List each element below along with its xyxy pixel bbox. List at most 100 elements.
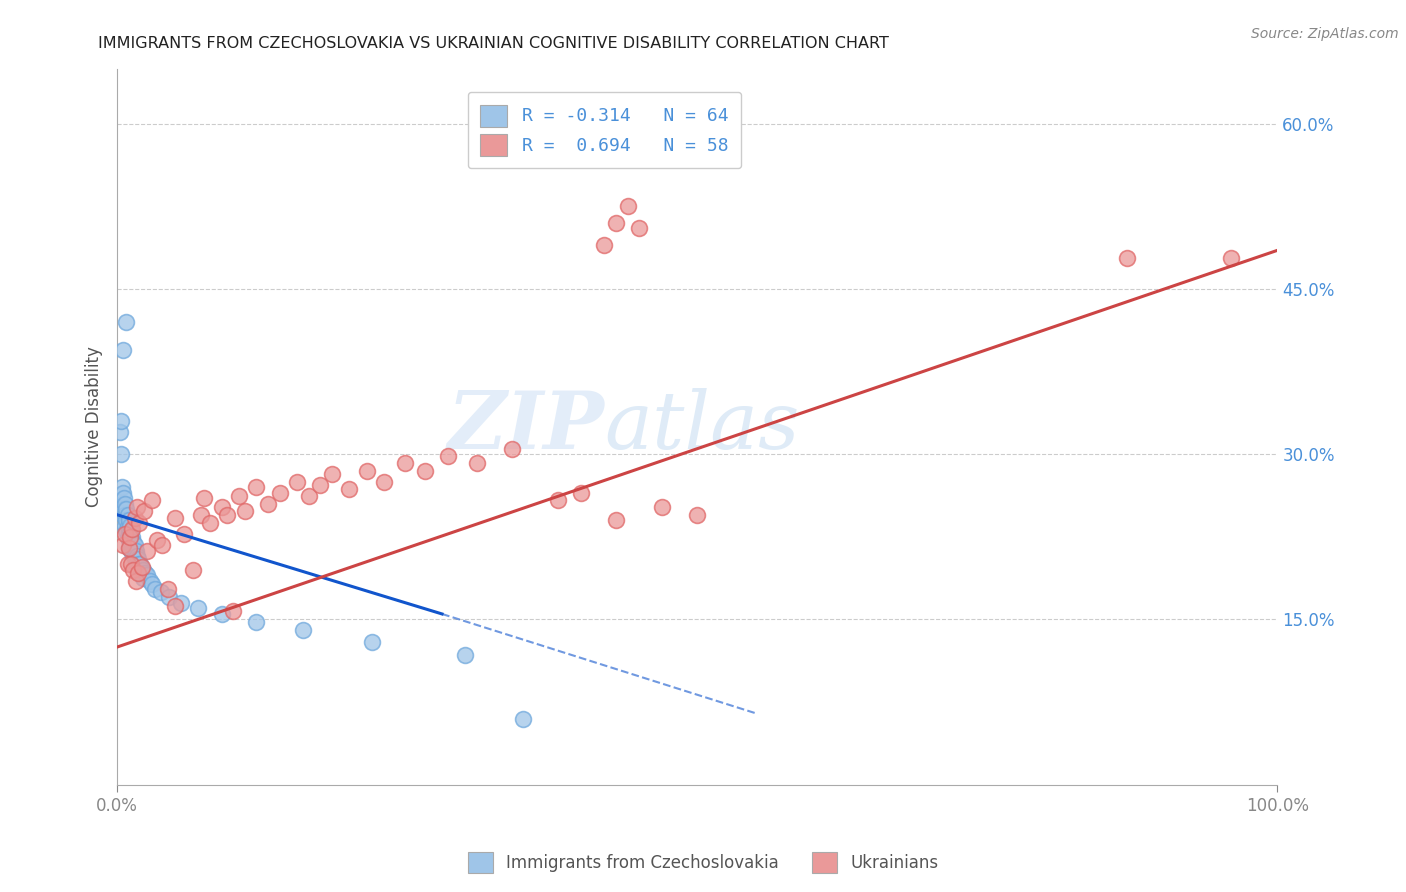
Point <box>141 493 163 508</box>
Point <box>127 566 149 581</box>
Point <box>125 558 148 572</box>
Point <box>145 533 167 548</box>
Point <box>501 442 523 456</box>
Point <box>321 467 343 481</box>
Point <box>120 558 142 572</box>
Point <box>136 568 159 582</box>
Point <box>128 516 150 530</box>
Point <box>198 516 221 530</box>
Point <box>132 504 155 518</box>
Point <box>121 522 143 536</box>
Point <box>165 511 187 525</box>
Point <box>132 571 155 585</box>
Point <box>152 537 174 551</box>
Point <box>157 591 180 605</box>
Text: Source: ZipAtlas.com: Source: ZipAtlas.com <box>1251 27 1399 41</box>
Point <box>309 478 332 492</box>
Point <box>118 513 141 527</box>
Point <box>114 497 136 511</box>
Point <box>122 541 145 555</box>
Point <box>131 559 153 574</box>
Point <box>193 491 215 506</box>
Point <box>115 502 138 516</box>
Point <box>165 599 187 614</box>
Legend: Immigrants from Czechoslovakia, Ukrainians: Immigrants from Czechoslovakia, Ukrainia… <box>461 846 945 880</box>
Point <box>121 546 143 560</box>
Point <box>285 475 308 489</box>
Point <box>118 541 141 555</box>
Point <box>118 541 141 555</box>
Point <box>245 615 267 629</box>
Point <box>112 491 135 506</box>
Point <box>616 199 638 213</box>
Point <box>257 497 280 511</box>
Point <box>222 604 245 618</box>
Point <box>569 485 592 500</box>
Point <box>127 552 149 566</box>
Point <box>111 497 134 511</box>
Point <box>129 558 152 572</box>
Point <box>129 566 152 581</box>
Point <box>115 513 138 527</box>
Point <box>157 582 180 596</box>
Point <box>125 549 148 563</box>
Point <box>132 563 155 577</box>
Point <box>115 315 138 329</box>
Point <box>190 508 212 522</box>
Point <box>111 485 134 500</box>
Point <box>117 518 139 533</box>
Text: IMMIGRANTS FROM CZECHOSLOVAKIA VS UKRAINIAN COGNITIVE DISABILITY CORRELATION CHA: IMMIGRANTS FROM CZECHOSLOVAKIA VS UKRAIN… <box>98 36 890 51</box>
Point <box>547 493 569 508</box>
Point <box>134 566 156 581</box>
Point <box>111 343 134 357</box>
Point <box>124 511 146 525</box>
Point <box>114 508 136 522</box>
Point <box>111 537 134 551</box>
Y-axis label: Cognitive Disability: Cognitive Disability <box>86 346 103 507</box>
Point <box>437 450 460 464</box>
Point <box>110 447 132 461</box>
Point <box>120 541 142 555</box>
Point <box>136 544 159 558</box>
Point <box>120 533 142 548</box>
Point <box>120 524 142 539</box>
Point <box>217 508 239 522</box>
Point <box>138 574 160 588</box>
Point <box>337 483 360 497</box>
Point <box>465 456 488 470</box>
Point <box>605 216 627 230</box>
Point <box>228 489 250 503</box>
Point <box>605 513 627 527</box>
Text: atlas: atlas <box>605 388 800 466</box>
Point <box>111 508 134 522</box>
Point <box>373 475 395 489</box>
Point <box>141 577 163 591</box>
Point <box>124 546 146 560</box>
Point <box>173 526 195 541</box>
Point <box>110 414 132 428</box>
Point <box>125 552 148 566</box>
Point <box>245 480 267 494</box>
Point <box>593 237 616 252</box>
Point <box>117 530 139 544</box>
Point <box>233 504 256 518</box>
Point <box>145 582 167 596</box>
Point <box>512 712 534 726</box>
Point <box>117 508 139 522</box>
Point <box>413 464 436 478</box>
Point <box>628 221 651 235</box>
Point <box>121 537 143 551</box>
Point <box>112 502 135 516</box>
Point <box>269 485 291 500</box>
Point <box>121 530 143 544</box>
Point <box>454 648 477 662</box>
Point <box>356 464 378 478</box>
Point <box>118 526 141 541</box>
Text: ZIP: ZIP <box>447 388 605 466</box>
Point <box>108 425 131 439</box>
Point <box>122 535 145 549</box>
Point <box>1115 251 1137 265</box>
Point <box>122 563 145 577</box>
Point <box>124 537 146 551</box>
Point <box>298 489 321 503</box>
